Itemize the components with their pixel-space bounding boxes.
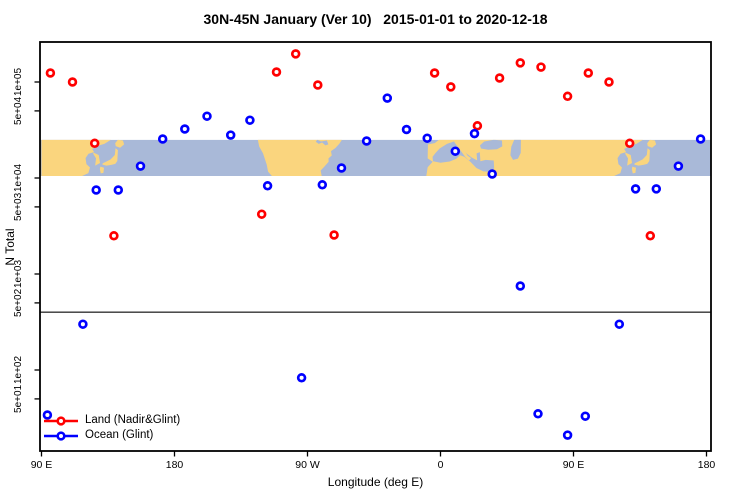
ocean-point — [382, 93, 393, 103]
map-shape — [315, 139, 329, 146]
x-axis-title: Longitude (deg E) — [327, 475, 424, 489]
ocean-point — [469, 128, 480, 139]
land-point — [604, 77, 614, 87]
ocean-point — [422, 133, 432, 143]
map-shape — [510, 139, 521, 160]
land-point — [645, 231, 656, 241]
land-point — [45, 68, 56, 78]
y-tick-label: 1e+04 — [13, 164, 24, 193]
map-shape — [115, 139, 125, 148]
map-shape — [102, 148, 118, 166]
map-shape — [634, 148, 650, 166]
land-point — [329, 230, 339, 240]
ocean-point — [562, 430, 573, 440]
land-point — [429, 68, 440, 78]
land-point — [624, 138, 635, 149]
plot-box — [39, 41, 712, 452]
ocean-point — [225, 130, 236, 140]
y-tick-label: 5e+01 — [13, 384, 24, 413]
ocean-point — [78, 319, 88, 329]
chart-title: 30N-45N January (Ver 10) 2015-01-01 to 2… — [203, 11, 548, 27]
ocean-point — [651, 184, 662, 194]
ocean-point — [42, 410, 53, 420]
ocean-point — [487, 169, 497, 179]
land-point — [67, 77, 78, 87]
map-shape — [625, 152, 633, 166]
ocean-point — [202, 111, 212, 121]
land-point — [494, 73, 505, 83]
land-point — [446, 82, 456, 92]
ocean-series-symbol-icon — [44, 430, 78, 441]
map-shape — [454, 140, 472, 161]
land-point — [313, 80, 323, 90]
ocean-point — [180, 124, 190, 134]
y-tick-label: 5e+04 — [13, 96, 24, 125]
map-shape — [93, 152, 101, 166]
ocean-point — [245, 115, 255, 125]
ocean-point — [695, 134, 706, 144]
ocean-point — [113, 185, 124, 195]
ocean-point — [673, 161, 684, 171]
legend-label-ocean: Ocean (Glint) — [85, 429, 154, 441]
land-point — [109, 231, 119, 241]
map-shape — [631, 166, 637, 174]
x-tick-label: 180 — [698, 459, 716, 471]
x-tick-label: 180 — [166, 459, 184, 471]
map-shape — [432, 141, 495, 172]
map-shape — [647, 139, 657, 148]
land-point — [271, 67, 282, 77]
land-point — [290, 49, 301, 59]
ocean-point — [296, 373, 307, 383]
ocean-point — [336, 163, 347, 173]
y-tick-label: 1e+03 — [13, 260, 24, 289]
ocean-point — [262, 181, 273, 191]
ocean-point — [135, 161, 146, 171]
ocean-point — [361, 136, 372, 146]
x-tick-label: 90 W — [295, 459, 320, 471]
land-point — [562, 91, 573, 102]
ocean-point — [450, 146, 461, 156]
land-point — [583, 68, 594, 78]
ocean-point — [317, 180, 328, 190]
x-tick-label: 90 E — [31, 459, 53, 471]
land-point — [515, 58, 526, 68]
land-series-symbol-icon — [44, 415, 78, 426]
ocean-point — [533, 409, 543, 419]
map-shape — [99, 166, 105, 174]
ocean-point — [614, 319, 625, 329]
latitude-band-map — [40, 139, 711, 176]
land-point — [256, 209, 267, 219]
legend: Land (Nadir&Glint) Ocean (Glint) — [44, 413, 180, 443]
legend-label-land: Land (Nadir&Glint) — [85, 414, 181, 426]
land-point — [89, 138, 100, 149]
map-shape — [41, 139, 111, 176]
ocean-point — [157, 134, 168, 144]
map-shape — [573, 139, 643, 176]
y-tick-label: 5e+03 — [13, 192, 24, 221]
map-shape — [257, 139, 342, 176]
ocean-point — [580, 411, 591, 421]
y-tick-label: 5e+02 — [13, 288, 24, 317]
ocean-point — [515, 281, 526, 291]
land-point — [536, 62, 546, 72]
ocean-point — [630, 184, 641, 194]
ocean-point — [91, 185, 101, 195]
map-shape — [479, 139, 503, 150]
x-tick-label: 0 — [438, 459, 444, 471]
ocean-point — [401, 124, 412, 135]
y-tick-label: 1e+05 — [13, 68, 24, 97]
legend-item-land: Land (Nadir&Glint) — [44, 413, 180, 428]
x-tick-label: 90 E — [563, 459, 585, 471]
legend-item-ocean: Ocean (Glint) — [44, 428, 180, 443]
y-tick-label: 1e+02 — [13, 356, 24, 385]
land-point — [472, 121, 483, 131]
